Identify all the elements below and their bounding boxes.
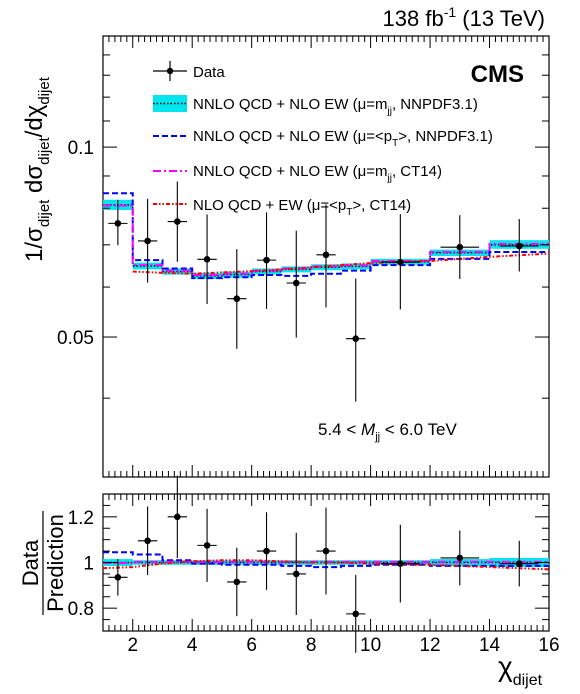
- data-point-marker: [292, 279, 300, 287]
- x-tick-label: 10: [360, 635, 381, 656]
- legend-data-marker: [166, 67, 174, 75]
- legend: Data NNLO QCD + NLO EW (μ=mjj, NNPDF3.1)…: [153, 61, 493, 218]
- legend-nlo-ct14-label: NLO QCD + EW (μ=<pT>, CT14): [193, 197, 411, 218]
- data-point: [440, 215, 480, 279]
- data-point: [167, 181, 187, 262]
- x-tick-label: 16: [538, 635, 559, 656]
- data-point-marker: [397, 560, 404, 567]
- data-point: [381, 214, 420, 310]
- ratio-y-axis-title: Data Prediction: [18, 511, 68, 615]
- x-tick-label: 2: [127, 635, 138, 656]
- top-plot-area: [103, 181, 550, 402]
- x-tick-label: 14: [479, 635, 501, 656]
- series-line-dashed-step: [103, 192, 549, 280]
- data-point-marker: [263, 256, 270, 264]
- data-point: [108, 199, 128, 246]
- data-point: [137, 506, 158, 576]
- data-point: [286, 532, 306, 616]
- y-tick-label: 1.2: [68, 508, 94, 529]
- legend-entry-nnpdf-mjj: NNLO QCD + NLO EW (μ=mjj, NNPDF3.1): [153, 95, 478, 117]
- data-point: [381, 524, 420, 603]
- data-point: [440, 530, 480, 586]
- data-point-marker: [456, 243, 464, 251]
- data-point: [137, 198, 158, 283]
- data-point: [346, 575, 366, 653]
- legend-ct14-mjj-label: NNLO QCD + NLO EW (μ=mjj, CT14): [193, 163, 442, 184]
- ratio-axes: 1.2 1 0.8 2 4 6 8 10 12 14 16: [68, 493, 560, 656]
- legend-nnpdf-mjj-label: NNLO QCD + NLO EW (μ=mjj, NNPDF3.1): [193, 96, 478, 117]
- data-point-marker: [456, 554, 464, 562]
- data-point: [499, 540, 539, 587]
- series-line-dashdot-step: [103, 204, 549, 277]
- data-point-marker: [322, 251, 330, 259]
- x-tick-label: 6: [246, 635, 257, 656]
- data-point: [316, 204, 336, 308]
- data-point-marker: [352, 610, 360, 618]
- y-tick-label: 0.8: [68, 599, 94, 620]
- x-tick-label: 4: [187, 635, 198, 656]
- data-point: [346, 278, 366, 402]
- data-point-marker: [114, 220, 122, 227]
- legend-entry-nnpdf-pt: NNLO QCD + NLO EW (μ=<pT>, NNPDF3.1): [153, 128, 493, 149]
- top-panel-frame: [102, 35, 550, 478]
- data-point: [286, 230, 306, 338]
- data-point-marker: [515, 560, 523, 567]
- legend-entry-ct14-mjj: NNLO QCD + NLO EW (μ=mjj, CT14): [153, 163, 442, 184]
- lumi-label: 138 fb-1 (13 TeV): [383, 4, 545, 31]
- series-line-dashed-step: [103, 551, 549, 569]
- data-point-marker: [144, 537, 151, 545]
- x-axis-title: χdijet: [498, 651, 543, 689]
- data-point: [256, 212, 277, 309]
- series-line-dotted: [132, 252, 550, 275]
- x-tick-label: 8: [306, 635, 317, 656]
- ratio-plot-area: [102, 475, 550, 653]
- legend-entry-data: Data: [153, 61, 225, 81]
- data-point-marker: [352, 335, 360, 342]
- data-point-marker: [292, 570, 300, 578]
- y-tick-label: 1: [83, 554, 94, 575]
- legend-nnpdf-pt-label: NNLO QCD + NLO EW (μ=<pT>, NNPDF3.1): [193, 128, 493, 149]
- data-point-marker: [144, 237, 151, 245]
- series-line-dotted: [102, 559, 550, 571]
- data-point-marker: [114, 574, 122, 581]
- data-point-marker: [515, 242, 523, 250]
- data-point-marker: [397, 258, 404, 266]
- data-point: [256, 512, 277, 590]
- legend-entry-nlo-ct14: NLO QCD + EW (μ=<pT>, CT14): [153, 197, 411, 218]
- data-point: [499, 219, 539, 272]
- y-tick-label: 0.1: [68, 138, 94, 159]
- y-tick-label: 0.05: [57, 328, 94, 349]
- cms-label: CMS: [471, 61, 524, 88]
- data-point: [227, 547, 247, 617]
- data-point: [197, 214, 217, 305]
- top-y-axis-title: 1/σdijet dσdijet/dχdijet: [21, 76, 53, 262]
- data-point: [167, 475, 187, 558]
- data-point-marker: [203, 256, 211, 263]
- data-point: [227, 249, 247, 349]
- data-point: [108, 559, 128, 596]
- mass-window-label: 5.4 < Mjj < 6.0 TeV: [318, 420, 457, 443]
- legend-data-label: Data: [193, 64, 225, 81]
- top-axes: 0.1 0.05: [57, 36, 550, 477]
- data-point-marker: [174, 513, 181, 521]
- data-point-marker: [233, 578, 241, 586]
- data-point-marker: [322, 547, 330, 555]
- ratio-y-title-numerator: Data: [18, 539, 43, 586]
- data-point-marker: [263, 547, 270, 555]
- data-point-marker: [174, 218, 181, 225]
- data-point-marker: [203, 542, 211, 549]
- data-point: [197, 508, 217, 582]
- legend-band-swatch: [153, 95, 187, 112]
- data-point-marker: [233, 295, 241, 303]
- data-point: [316, 507, 336, 595]
- ratio-y-title-denominator: Prediction: [43, 514, 68, 612]
- x-tick-label: 12: [419, 635, 440, 656]
